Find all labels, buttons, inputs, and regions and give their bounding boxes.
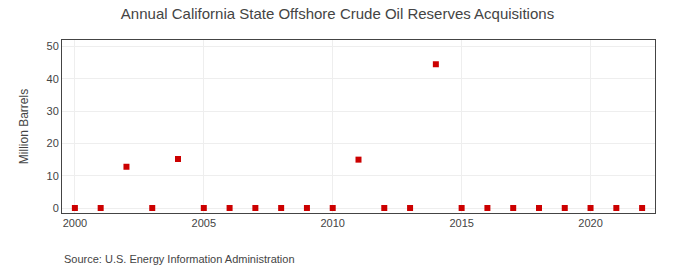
- svg-text:0: 0: [53, 202, 59, 214]
- svg-text:2015: 2015: [449, 217, 473, 229]
- svg-text:2000: 2000: [63, 217, 87, 229]
- svg-text:Annual California State Offsho: Annual California State Offshore Crude O…: [121, 5, 554, 22]
- svg-text:10: 10: [47, 170, 59, 182]
- svg-text:50: 50: [47, 40, 59, 52]
- svg-text:Million Barrels: Million Barrels: [17, 89, 31, 164]
- svg-text:2010: 2010: [320, 217, 344, 229]
- svg-text:2005: 2005: [192, 217, 216, 229]
- svg-text:40: 40: [47, 73, 59, 85]
- svg-text:20: 20: [47, 137, 59, 149]
- svg-text:2020: 2020: [578, 217, 602, 229]
- svg-text:Source: U.S. Energy Informatio: Source: U.S. Energy Information Administ…: [64, 253, 295, 265]
- svg-text:30: 30: [47, 105, 59, 117]
